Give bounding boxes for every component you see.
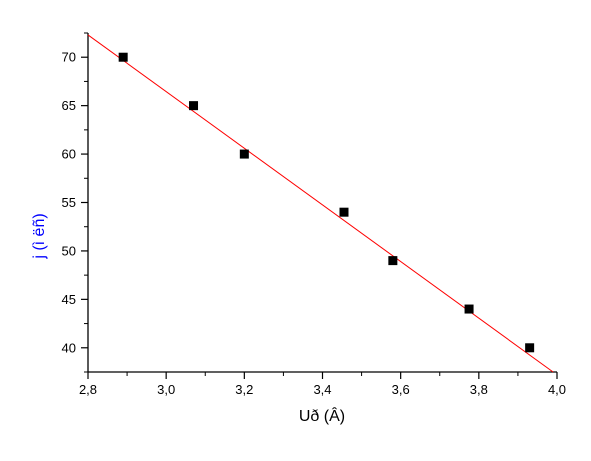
data-point <box>388 256 398 266</box>
x-tick-label: 3,2 <box>235 382 253 397</box>
y-tick-label: 65 <box>62 98 76 113</box>
fit-line-group <box>87 34 554 373</box>
data-point <box>118 52 128 62</box>
y-ticks: 40 45 50 55 60 65 70 <box>62 32 88 373</box>
y-tick-label: 45 <box>62 292 76 307</box>
x-tick-label: 3,4 <box>313 382 331 397</box>
x-axis-title: Uð (Â) <box>299 406 345 425</box>
data-point <box>239 149 249 159</box>
data-point <box>464 304 474 314</box>
data-point <box>525 343 535 353</box>
fit-line <box>87 34 554 373</box>
x-tick-label: 3,0 <box>157 382 175 397</box>
axes <box>87 33 557 373</box>
y-tick-label: 40 <box>62 340 76 355</box>
y-tick-label: 70 <box>62 50 76 65</box>
data-point <box>339 207 349 217</box>
x-tick-label: 2,8 <box>79 382 97 397</box>
y-tick-label: 55 <box>62 195 76 210</box>
y-tick-label: 60 <box>62 147 76 162</box>
x-tick-label: 3,6 <box>392 382 410 397</box>
data-point <box>189 101 199 111</box>
x-tick-label: 3,8 <box>470 382 488 397</box>
x-tick-label: 4,0 <box>548 382 566 397</box>
y-tick-label: 50 <box>62 243 76 258</box>
data-points <box>118 52 535 353</box>
x-ticks: 2,8 3,0 3,2 3,4 3,6 3,8 4,0 <box>79 372 566 397</box>
y-axis-title: j (ì ëñ) <box>31 213 48 259</box>
